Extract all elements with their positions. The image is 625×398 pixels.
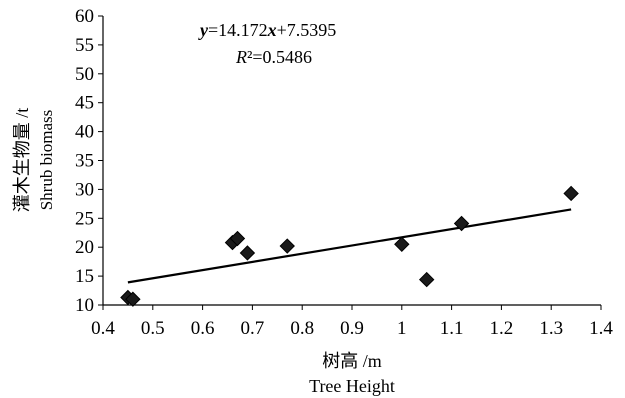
y-axis-label-cn: 灌木生物量 /t bbox=[12, 108, 32, 213]
y-tick-label: 30 bbox=[75, 179, 94, 200]
x-tick-label: 0.6 bbox=[191, 318, 215, 339]
y-tick-label: 15 bbox=[75, 266, 94, 287]
x-tick-label: 0.7 bbox=[241, 318, 265, 339]
y-tick-label: 60 bbox=[75, 6, 94, 27]
axes bbox=[102, 16, 601, 306]
x-axis-label-en: Tree Height bbox=[309, 376, 395, 396]
data-point bbox=[125, 291, 141, 307]
r-squared: R²=0.5486 bbox=[235, 47, 312, 67]
y-tick-label: 50 bbox=[75, 64, 94, 85]
x-tick-label: 0.4 bbox=[91, 318, 115, 339]
trendline-group bbox=[127, 208, 572, 284]
y-tick-label: 25 bbox=[75, 208, 94, 229]
y-tick-label: 20 bbox=[75, 237, 94, 258]
data-point bbox=[453, 215, 470, 232]
y-tick-label: 35 bbox=[75, 151, 94, 172]
x-tick-label: 0.8 bbox=[290, 318, 314, 339]
data-point bbox=[279, 238, 295, 254]
x-axis-label-cn: 树高 /m bbox=[322, 351, 382, 371]
data-point bbox=[229, 230, 246, 247]
y-axis-label-en: Shrub biomass bbox=[37, 110, 56, 211]
y-tick-label: 55 bbox=[75, 35, 94, 56]
x-tick-label: 1 bbox=[397, 318, 407, 339]
x-tick-label: 0.5 bbox=[141, 318, 165, 339]
y-tick-label: 40 bbox=[75, 122, 94, 143]
x-axis-ticks: 0.4 0.5 0.6 0.7 0.8 0.9 1 1.1 1.2 1.3 1.4 bbox=[91, 305, 613, 339]
x-tick-label: 1.4 bbox=[589, 318, 613, 339]
x-tick-label: 0.9 bbox=[340, 318, 364, 339]
y-tick-label: 10 bbox=[75, 295, 94, 316]
data-point bbox=[418, 271, 435, 288]
data-point bbox=[563, 185, 579, 202]
data-point bbox=[239, 245, 256, 261]
x-tick-label: 1.3 bbox=[539, 318, 563, 339]
x-tick-label: 1.1 bbox=[440, 318, 464, 339]
trendline-equation: y=14.172x+7.5395 bbox=[198, 20, 336, 40]
data-point bbox=[394, 236, 410, 253]
y-tick-label: 45 bbox=[75, 93, 94, 114]
data-points bbox=[120, 185, 579, 307]
x-tick-label: 1.2 bbox=[490, 318, 514, 339]
y-axis-ticks: 10 15 20 25 30 35 40 45 50 55 60 bbox=[75, 6, 103, 316]
trendline bbox=[127, 208, 572, 284]
